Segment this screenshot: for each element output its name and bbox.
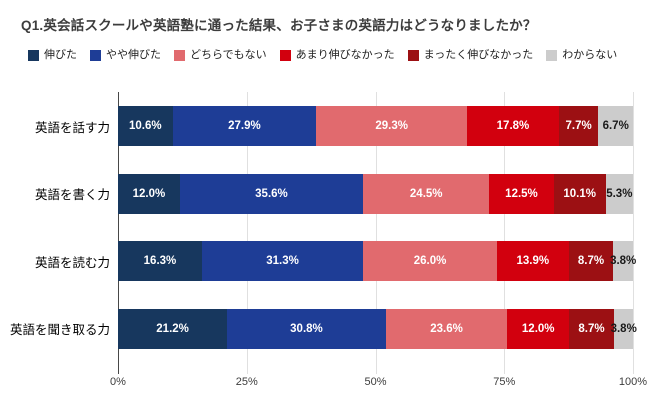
bar-segment: 24.5% [363, 173, 490, 214]
gridline [504, 92, 505, 374]
gridline [376, 92, 377, 374]
bar-segment-value-label: 24.5% [409, 187, 443, 200]
legend-swatch-icon [546, 49, 558, 61]
bar-segment-value-label: 21.2% [156, 322, 189, 335]
category-label: 英語を聞き取る力 [9, 323, 110, 337]
bar-segment: 27.9% [172, 106, 317, 146]
bar-segment: 12.0% [118, 173, 180, 214]
legend-item: まったく伸びなかった [407, 48, 534, 62]
category-label: 英語を話す力 [34, 120, 110, 135]
bar-segment-value-label: 7.7% [565, 120, 592, 132]
bar-segment-value-label: 27.9% [228, 120, 261, 132]
bar-segment: 29.3% [316, 106, 468, 146]
bar-segment-value-label: 26.0% [413, 255, 447, 267]
legend-swatch-icon [28, 49, 39, 61]
bar-segment: 10.6% [118, 106, 173, 146]
bar-row: 21.2% 30.8% 23.6% 12.0% 8.7% 3.8% [118, 308, 637, 349]
legend-swatch-icon [90, 49, 101, 61]
legend-item: あまり伸びなかった [279, 48, 395, 62]
bar-segment-value-label: 29.3% [375, 120, 408, 132]
legend-item: やや伸びた [90, 49, 161, 62]
x-axis-tick-label: 0% [110, 376, 126, 388]
gridline [247, 92, 248, 374]
legend-label: やや伸びた [106, 48, 161, 61]
bar-row: 10.6% 27.9% 29.3% 17.8% 7.7% 6.7% [118, 106, 633, 146]
bar-segment-value-label: 17.8% [496, 120, 530, 132]
bar-segment-value-label: 13.9% [516, 255, 550, 267]
bar-segment: 13.9% [497, 241, 569, 281]
bar-segment-value-label: 3.8% [610, 322, 637, 335]
bar-segment: 3.8% [610, 241, 637, 281]
legend-label: わからない [562, 48, 618, 61]
bar-segment-value-label: 10.1% [563, 187, 596, 200]
bar-segment: 3.8% [610, 308, 637, 349]
bar-segment-value-label: 5.3% [606, 187, 633, 200]
bar-segment: 23.6% [385, 308, 508, 349]
bar-segment-value-label: 30.8% [290, 322, 323, 335]
legend-swatch-icon [174, 49, 185, 61]
chart-title: Q1.英会話スクールや英語塾に通った結果、お子さまの英語力はどうなりましたか？ [21, 18, 537, 33]
bar-segment-value-label: 8.7% [578, 322, 605, 335]
bar-segment: 17.8% [467, 106, 559, 146]
bar-segment-value-label: 31.3% [266, 255, 299, 267]
bar-segment-value-label: 3.8% [610, 255, 637, 267]
bar-segment: 26.0% [363, 241, 498, 281]
bar-segment-value-label: 6.7% [602, 120, 629, 132]
x-axis-tick-label: 100% [618, 376, 648, 388]
bar-segment: 21.2% [118, 308, 228, 349]
bar-segment: 31.3% [201, 241, 364, 281]
x-axis-tick-label: 50% [364, 376, 387, 388]
legend-label: 伸びた [44, 48, 77, 61]
legend-label: あまり伸びなかった [295, 48, 395, 61]
bar-segment-value-label: 23.6% [430, 322, 463, 335]
bar-segment: 7.7% [558, 106, 599, 146]
bar-segment-value-label: 10.6% [128, 120, 162, 132]
bar-segment-value-label: 12.0% [521, 322, 555, 335]
x-axis-tick-label: 75% [493, 376, 516, 388]
legend-item: どちらでもない [174, 49, 267, 62]
bar-segment-value-label: 8.7% [577, 255, 605, 267]
legend-item: 伸びた [28, 49, 77, 62]
legend-item: わからない [546, 49, 617, 62]
bar-row: 16.3% 31.3% 26.0% 13.9% 8.7% 3.8% [118, 241, 637, 281]
bar-segment: 8.7% [569, 308, 614, 349]
bar-segment-value-label: 35.6% [255, 187, 288, 200]
bar-segment-value-label: 12.0% [132, 187, 166, 200]
legend-swatch-icon [407, 49, 419, 61]
bar-segment-value-label: 12.5% [505, 187, 538, 200]
bar-segment: 12.0% [507, 308, 570, 349]
legend-label: どちらでもない [190, 48, 267, 61]
legend-label: まったく伸びなかった [423, 48, 534, 61]
bar-segment: 8.7% [568, 241, 614, 281]
bar-segment: 5.3% [605, 173, 633, 214]
bar-row: 12.0% 35.6% 24.5% 12.5% 10.1% 5.3% [118, 173, 633, 214]
bar-segment: 10.1% [553, 173, 606, 214]
bar-segment: 30.8% [227, 308, 386, 349]
bar-segment: 35.6% [179, 173, 364, 214]
x-axis-tick-label: 25% [235, 376, 258, 388]
chart-legend: 伸びた やや伸びた どちらでもない あまり伸びなかった まったく伸びなかった わからない [28, 47, 628, 63]
category-label: 英語を書く力 [34, 188, 110, 202]
gridline [633, 92, 634, 374]
legend-swatch-icon [279, 49, 291, 61]
bar-segment-value-label: 16.3% [143, 255, 177, 267]
x-axis-baseline [118, 92, 119, 374]
category-label: 英語を読む力 [34, 255, 110, 270]
bar-segment: 12.5% [489, 173, 554, 214]
bar-segment: 6.7% [598, 106, 633, 146]
bar-segment: 16.3% [118, 241, 202, 281]
